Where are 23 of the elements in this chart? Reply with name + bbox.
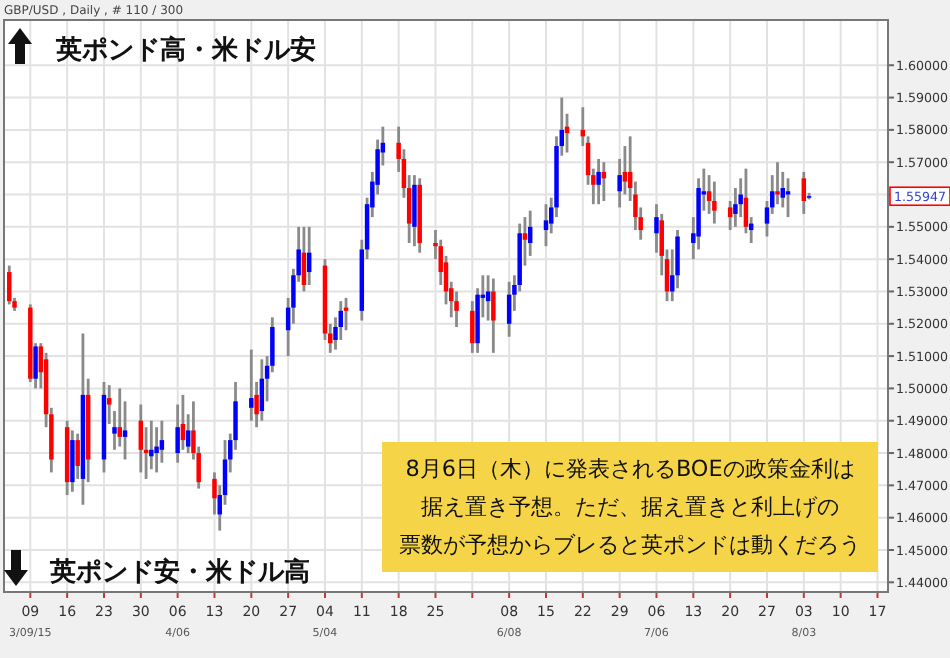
candlestick [491,277,496,355]
candlestick [780,170,785,209]
candlestick [175,403,180,465]
candlestick [785,176,791,219]
candlestick [249,348,254,423]
candlestick [543,202,549,248]
candlestick [454,290,459,329]
candlestick [70,429,75,494]
annotation: 据え置き予想。ただ、据え置きと利上げの [421,494,839,520]
candlestick [159,419,165,465]
candlestick [712,180,717,225]
candlestick [706,173,712,216]
candlestick [775,160,780,206]
candlestick [596,157,601,206]
candlestick [733,186,738,229]
annotation: 英ポンド安・米ドル高 [48,556,310,588]
annotation: 英ポンド高・米ドル安 [54,34,316,66]
annotation: 票数が予想からブレると英ポンドは動くだろう [399,532,861,558]
candlestick [149,419,154,471]
candlestick [412,173,417,248]
candlestick [801,170,807,216]
candlestick [154,425,159,474]
annotation: 8月6日（木）に発表されるBOEの政策金利は [405,456,855,482]
